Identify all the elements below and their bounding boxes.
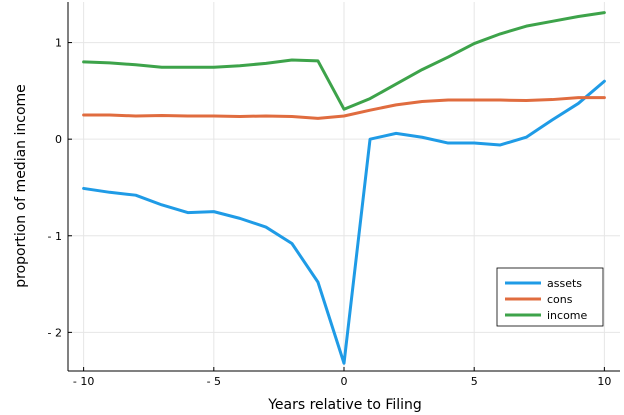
series-line-assets	[82, 79, 606, 365]
legend-label-assets: assets	[547, 277, 582, 290]
legend-label-cons: cons	[547, 293, 573, 306]
tick-labels: - 10- 5 0 5 10- 2- 101	[48, 37, 612, 388]
x-tick-label: 0	[341, 375, 348, 388]
y-tick-label: - 1	[48, 230, 62, 243]
x-axis-title: Years relative to Filing	[267, 397, 422, 413]
grid	[68, 2, 620, 371]
y-tick-label: 1	[55, 37, 62, 50]
legend-label-income: income	[547, 309, 588, 322]
x-tick-label: - 10	[73, 375, 94, 388]
y-tick-label: 0	[55, 133, 62, 146]
series-line-income	[82, 11, 606, 111]
legend: assets cons income	[496, 267, 604, 327]
series-lines	[82, 11, 606, 365]
x-tick-label: 10	[597, 375, 611, 388]
series-line-cons	[82, 96, 606, 120]
x-tick-label: - 5	[207, 375, 221, 388]
axes	[67, 2, 620, 372]
y-tick-label: - 2	[48, 326, 62, 339]
x-tick-label: 5	[471, 375, 478, 388]
y-axis-title: proportion of median income	[13, 84, 29, 288]
